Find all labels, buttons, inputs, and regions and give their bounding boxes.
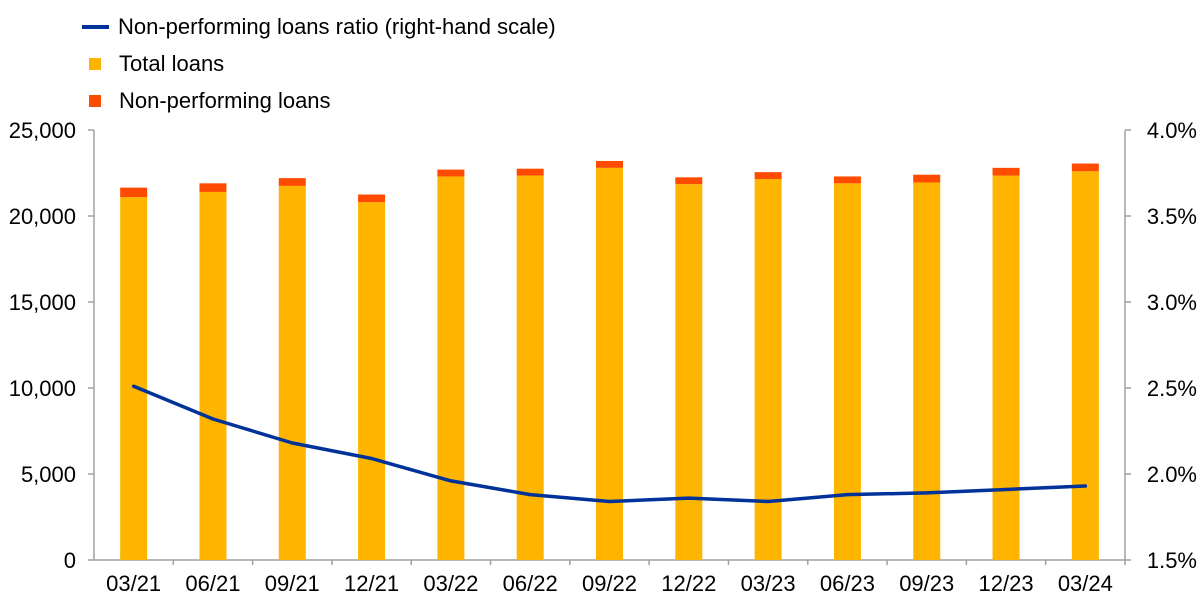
bar-total-loans — [358, 202, 386, 561]
legend-swatch-npl-ratio — [82, 24, 109, 29]
x-tick-label: 06/23 — [820, 571, 875, 596]
legend-label-npl-ratio: Non-performing loans ratio (right-hand s… — [118, 13, 556, 39]
x-tick-label: 03/24 — [1058, 571, 1113, 596]
legend-swatch-npl — [89, 94, 101, 107]
point-npl-ratio — [449, 479, 453, 483]
bar-total-loans — [1071, 171, 1099, 560]
x-tick-label: 09/21 — [265, 571, 320, 596]
y-left-tick-label: 5,000 — [21, 462, 76, 487]
y-left-tick-label: 0 — [64, 548, 76, 573]
x-tick-label: 06/22 — [503, 571, 558, 596]
point-npl-ratio — [370, 457, 374, 461]
legend-label-npl: Non-performing loans — [119, 87, 331, 113]
x-tick-label: 03/22 — [423, 571, 478, 596]
y-right-tick-label: 1.5% — [1147, 548, 1197, 573]
bar-npl — [199, 183, 227, 192]
bar-total-loans — [199, 191, 227, 561]
y-left-tick-label: 15,000 — [9, 290, 76, 315]
bar-total-loans — [833, 183, 861, 560]
bar-npl — [992, 167, 1020, 176]
legend-item-npl-ratio: Non-performing loans ratio (right-hand s… — [82, 8, 556, 45]
bar-npl — [833, 176, 861, 184]
bar-npl — [516, 168, 544, 176]
point-npl-ratio — [211, 417, 215, 421]
legend-swatch-total-loans — [89, 57, 101, 70]
y-right-tick-label: 3.5% — [1147, 204, 1197, 229]
y-right-tick-label: 4.0% — [1147, 118, 1197, 143]
bar-total-loans — [278, 185, 306, 560]
bar-total-loans — [120, 197, 148, 560]
bar-npl — [1071, 163, 1099, 172]
bar-npl — [358, 194, 386, 203]
bar-total-loans — [754, 179, 782, 560]
y-right-tick-label: 3.0% — [1147, 290, 1197, 315]
x-tick-label: 03/21 — [106, 571, 161, 596]
x-tick-label: 12/22 — [661, 571, 716, 596]
x-tick-label: 09/22 — [582, 571, 637, 596]
legend: Non-performing loans ratio (right-hand s… — [82, 8, 556, 119]
bar-npl — [754, 172, 782, 180]
point-npl-ratio — [528, 493, 532, 497]
point-npl-ratio — [687, 496, 691, 500]
x-tick-label: 12/21 — [344, 571, 399, 596]
bar-total-loans — [516, 175, 544, 560]
legend-item-npl: Non-performing loans — [82, 82, 556, 119]
x-tick-label: 12/23 — [979, 571, 1034, 596]
legend-item-total-loans: Total loans — [82, 45, 556, 82]
point-npl-ratio — [1004, 487, 1008, 491]
point-npl-ratio — [925, 491, 929, 495]
point-npl-ratio — [608, 500, 611, 504]
x-tick-label: 06/21 — [185, 571, 240, 596]
bar-npl — [913, 174, 941, 183]
point-npl-ratio — [132, 384, 136, 388]
legend-label-total-loans: Total loans — [119, 50, 225, 76]
bar-npl — [596, 160, 623, 168]
y-left-tick-label: 20,000 — [9, 204, 76, 229]
bar-npl — [278, 178, 306, 186]
y-left-tick-label: 10,000 — [9, 376, 76, 401]
y-right-tick-label: 2.5% — [1147, 376, 1197, 401]
bar-total-loans — [913, 182, 941, 560]
x-tick-label: 09/23 — [899, 571, 954, 596]
y-right-tick-label: 2.0% — [1147, 462, 1197, 487]
point-npl-ratio — [290, 441, 294, 445]
bar-npl — [437, 169, 465, 177]
bar-npl — [675, 177, 703, 185]
bar-total-loans — [675, 184, 703, 560]
bar-npl — [120, 187, 148, 198]
bar-total-loans — [596, 167, 623, 560]
point-npl-ratio — [766, 500, 770, 504]
point-npl-ratio — [1083, 484, 1087, 488]
point-npl-ratio — [845, 493, 849, 497]
x-tick-label: 03/23 — [741, 571, 796, 596]
y-left-tick-label: 25,000 — [9, 118, 76, 143]
bar-total-loans — [437, 176, 465, 560]
bar-total-loans — [992, 175, 1020, 560]
